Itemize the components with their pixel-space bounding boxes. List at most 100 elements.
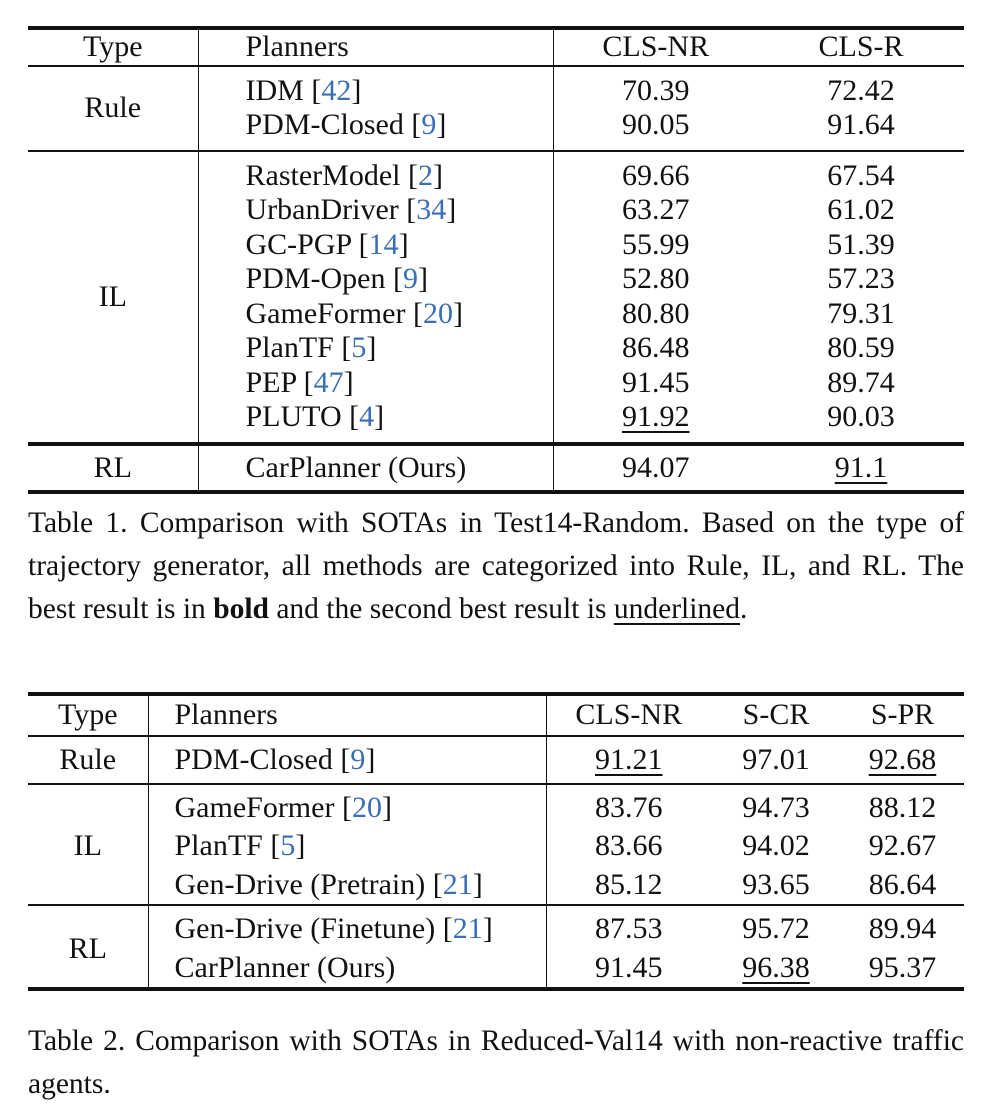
- caption-bold-word: bold: [213, 593, 269, 625]
- table-row: GC-PGP [14] 55.99 51.39: [28, 227, 964, 262]
- cls-r-cell: 91.64: [827, 108, 895, 142]
- cls-nr-cell: 91.21: [595, 742, 663, 776]
- group-type-rule: Rule: [28, 73, 199, 143]
- table-row: RL CarPlanner (Ours) 94.07 91.1: [28, 443, 964, 492]
- planner-cell: IDM [42]: [198, 73, 554, 108]
- cls-nr-cell: 90.05: [622, 108, 690, 142]
- table-row: CarPlanner (Ours) 91.45 96.38 95.37: [28, 948, 964, 989]
- s-pr-cell: 95.37: [868, 950, 937, 984]
- cls-nr-cell: 52.80: [622, 262, 690, 296]
- table-2-header-row: Type Planners CLS-NR S-CR S-PR: [28, 694, 964, 736]
- s-cr-cell: 93.65: [742, 867, 810, 901]
- planner-cell: CarPlanner (Ours): [198, 443, 554, 492]
- cls-r-cell: 89.74: [827, 365, 895, 399]
- s-cr-cell: 96.38: [742, 950, 810, 984]
- group-type-rl: RL: [28, 910, 149, 989]
- header-cls-r: CLS-R: [818, 30, 904, 64]
- cls-r-cell: 80.59: [827, 331, 895, 365]
- table-row: Gen-Drive (Pretrain) [21] 85.12 93.65 86…: [28, 865, 964, 905]
- header-type: Type: [28, 28, 199, 66]
- planner-cell: CarPlanner (Ours): [148, 948, 547, 989]
- cls-nr-cell: 80.80: [622, 296, 690, 330]
- cls-r-cell: 57.23: [827, 262, 895, 296]
- cls-nr-cell: 94.07: [622, 450, 690, 484]
- header-cls-nr: CLS-NR: [575, 698, 683, 732]
- cls-nr-cell: 70.39: [622, 73, 690, 107]
- cls-nr-cell: 91.92: [622, 400, 690, 434]
- cls-nr-cell: 91.45: [595, 950, 663, 984]
- table-1-grid: Type Planners CLS-NR CLS-R Rule IDM [42]…: [28, 26, 964, 494]
- citation-link[interactable]: 20: [422, 296, 453, 330]
- cls-nr-cell: 83.76: [595, 790, 663, 824]
- s-pr-cell: 92.67: [868, 829, 937, 863]
- planner-cell: RasterModel [2]: [198, 158, 554, 193]
- table-row: IL RasterModel [2] 69.66 67.54: [28, 158, 964, 435]
- cls-nr-cell: 87.53: [595, 912, 663, 946]
- citation-link[interactable]: 4: [359, 400, 375, 434]
- cls-r-cell: 79.31: [827, 296, 895, 330]
- citation-link[interactable]: 9: [350, 742, 366, 776]
- s-pr-cell: 88.12: [868, 790, 937, 824]
- citation-link[interactable]: 2: [417, 158, 433, 192]
- group-type-rl: RL: [28, 443, 199, 492]
- s-pr-cell: 92.68: [868, 742, 937, 776]
- table-row: PEP [47] 91.45 89.74: [28, 365, 964, 400]
- caption-text: and the second best result is: [276, 593, 607, 625]
- cls-nr-cell: 69.66: [622, 158, 690, 192]
- planner-cell: PlanTF [5]: [198, 331, 554, 366]
- table-row: GameFormer [20] 80.80 79.31: [28, 296, 964, 331]
- citation-link[interactable]: 5: [351, 331, 367, 365]
- cls-nr-cell: 83.66: [595, 829, 663, 863]
- planner-cell: GC-PGP [14]: [198, 227, 554, 262]
- cls-nr-cell: 91.45: [622, 365, 690, 399]
- group-type-il: IL: [28, 788, 149, 905]
- planner-cell: GameFormer [20]: [198, 296, 554, 331]
- group-type-il: IL: [28, 158, 199, 435]
- citation-link[interactable]: 21: [442, 867, 473, 901]
- table-row: PDM-Closed [9] 90.05 91.64: [28, 108, 964, 143]
- planner-cell: PEP [47]: [198, 365, 554, 400]
- header-type: Type: [28, 694, 149, 736]
- citation-link[interactable]: 42: [321, 73, 352, 107]
- citation-link[interactable]: 14: [368, 227, 399, 261]
- citation-link[interactable]: 5: [280, 829, 296, 863]
- table-row: IL GameFormer [20] 83.76 94.73 88.12: [28, 788, 964, 905]
- citation-link[interactable]: 47: [313, 365, 344, 399]
- citation-link[interactable]: 21: [452, 912, 483, 946]
- cls-r-cell: 61.02: [827, 193, 895, 227]
- header-planners: Planners: [148, 694, 547, 736]
- table-row: Rule IDM [42] 70.39 72.42: [28, 73, 964, 143]
- caption-underline-word: underlined: [613, 593, 741, 625]
- caption-label: Table 2.: [28, 1025, 126, 1057]
- s-cr-cell: 95.72: [742, 912, 810, 946]
- planner-cell: UrbanDriver [34]: [198, 193, 554, 228]
- cls-r-cell: 90.03: [827, 400, 895, 434]
- cls-nr-cell: 86.48: [622, 331, 690, 365]
- citation-link[interactable]: 20: [351, 790, 382, 824]
- citation-link[interactable]: 9: [403, 262, 418, 296]
- table-2: Type Planners CLS-NR S-CR S-PR Rule PDM-…: [28, 692, 964, 991]
- header-planners: Planners: [198, 28, 554, 66]
- table-1: Type Planners CLS-NR CLS-R Rule IDM [42]…: [28, 26, 964, 494]
- citation-link[interactable]: 9: [421, 108, 437, 142]
- table-1-header-row: Type Planners CLS-NR CLS-R: [28, 28, 964, 66]
- planner-cell: PDM-Closed [9]: [148, 735, 547, 784]
- cls-r-cell: 67.54: [827, 158, 895, 192]
- table-2-caption: Table 2. Comparison with SOTAs in Reduce…: [28, 1020, 964, 1106]
- table-row: RL Gen-Drive (Finetune) [21] 87.53 95.72…: [28, 910, 964, 989]
- planner-cell: PlanTF [5]: [148, 827, 547, 866]
- group-type-rule: Rule: [28, 735, 149, 784]
- table-row: PlanTF [5] 83.66 94.02 92.67: [28, 827, 964, 866]
- s-pr-cell: 86.64: [868, 867, 937, 901]
- table-row: Rule PDM-Closed [9] 91.21 97.01 92.68: [28, 735, 964, 784]
- caption-text: Comparison with SOTAs in Reduced-Val14 w…: [28, 1025, 965, 1100]
- s-cr-cell: 94.02: [742, 829, 810, 863]
- cls-nr-cell: 63.27: [622, 193, 690, 227]
- s-cr-cell: 97.01: [742, 742, 810, 776]
- planner-cell: PDM-Closed [9]: [198, 108, 554, 143]
- caption-text: Comparison with SOTAs in Test14-Random. …: [28, 507, 965, 625]
- citation-link[interactable]: 34: [416, 193, 447, 227]
- planner-cell: Gen-Drive (Pretrain) [21]: [148, 865, 547, 905]
- header-cls-nr: CLS-NR: [602, 30, 710, 64]
- planner-cell: Gen-Drive (Finetune) [21]: [148, 910, 547, 949]
